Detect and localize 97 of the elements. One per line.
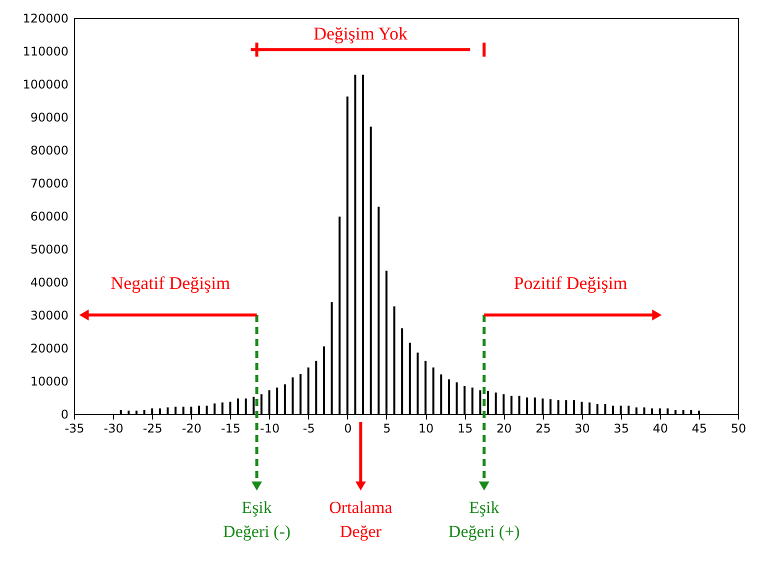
- bar: [252, 396, 255, 414]
- x-tick-label: -15: [220, 422, 241, 436]
- y-tick-label: 0: [60, 408, 68, 422]
- bar: [487, 390, 490, 414]
- bar: [315, 360, 318, 414]
- y-tick-label: 90000: [30, 110, 68, 124]
- bar: [550, 399, 552, 414]
- bar: [143, 410, 146, 414]
- y-tick-label: 100000: [22, 78, 68, 92]
- x-tick-label: 20: [496, 422, 512, 436]
- bar: [393, 306, 396, 414]
- x-tick-label: 15: [457, 422, 473, 436]
- bar: [237, 398, 240, 414]
- x-tick-label: -20: [182, 422, 202, 436]
- ref-line-label: Eşik Değeri (-): [223, 498, 291, 541]
- bar: [635, 407, 638, 414]
- bar: [534, 398, 536, 414]
- y-tick-label: 30000: [30, 308, 68, 322]
- x-tick-label: -35: [64, 422, 84, 436]
- bar: [557, 400, 560, 414]
- y-tick-label: 60000: [30, 210, 68, 224]
- bar: [206, 406, 208, 414]
- bar: [370, 126, 372, 414]
- x-tick-label: 50: [730, 422, 746, 436]
- bar: [471, 388, 474, 414]
- bar: [643, 407, 646, 414]
- bar: [284, 384, 286, 414]
- x-tick-label: -5: [302, 422, 315, 436]
- annotation: Değişim Yok: [313, 24, 408, 44]
- bar: [432, 367, 434, 414]
- bar: [120, 410, 122, 414]
- bar: [682, 410, 684, 414]
- bar: [416, 352, 419, 414]
- annotation: Pozitif Değişim: [514, 273, 628, 293]
- x-tick-label: 45: [692, 422, 708, 436]
- bar: [244, 398, 247, 414]
- y-tick-label: 70000: [30, 176, 68, 190]
- x-tick-label: -25: [142, 422, 162, 436]
- ref-line-label: Eşik Değeri (+): [448, 498, 520, 541]
- bar: [362, 74, 364, 414]
- x-tick-label: -30: [104, 422, 124, 436]
- y-tick-label: 50000: [30, 242, 68, 256]
- y-tick-label: 40000: [30, 276, 68, 290]
- bar: [565, 400, 568, 414]
- bar: [612, 406, 614, 414]
- bar: [401, 328, 404, 414]
- bar: [440, 374, 442, 414]
- bar: [378, 206, 380, 414]
- bar: [198, 406, 200, 414]
- y-tick-label: 10000: [30, 374, 68, 388]
- bar: [354, 74, 356, 414]
- x-tick-label: 10: [418, 422, 434, 436]
- bar: [158, 408, 161, 414]
- bar: [292, 377, 294, 414]
- bar: [510, 396, 512, 414]
- y-tick-label: 20000: [30, 342, 68, 356]
- bar: [260, 394, 262, 414]
- bar: [518, 396, 520, 414]
- x-tick-label: 35: [614, 422, 629, 436]
- x-tick-label: 30: [574, 422, 590, 436]
- bar: [588, 402, 591, 414]
- bar: [666, 408, 669, 414]
- bar: [674, 410, 677, 414]
- y-tick-label: 80000: [30, 144, 68, 158]
- bar: [330, 302, 333, 414]
- x-tick-label: -10: [260, 422, 280, 436]
- y-tick-label: 120000: [22, 12, 68, 26]
- ref-line-label: Ortalama Değer: [329, 498, 393, 541]
- bar: [128, 410, 130, 414]
- bar: [479, 390, 482, 414]
- bar: [322, 346, 325, 414]
- bar: [572, 400, 575, 414]
- bar: [628, 406, 630, 414]
- bar: [526, 398, 528, 414]
- bar: [182, 406, 184, 414]
- bar: [690, 410, 692, 414]
- bar: [166, 407, 169, 414]
- x-tick-label: 0: [344, 422, 352, 436]
- bar: [604, 404, 606, 414]
- bar: [214, 403, 216, 414]
- bar: [408, 342, 411, 414]
- bar: [494, 392, 497, 414]
- y-tick-label: 110000: [22, 44, 68, 58]
- bar: [338, 216, 341, 414]
- bar: [276, 388, 278, 414]
- bar: [300, 374, 302, 414]
- x-tick-label: 5: [383, 422, 391, 436]
- bar: [456, 382, 458, 414]
- bar: [174, 406, 177, 414]
- bar: [221, 402, 224, 414]
- bar: [596, 404, 598, 414]
- bar: [135, 410, 138, 414]
- x-tick-label: 25: [536, 422, 551, 436]
- x-tick-label: 40: [652, 422, 668, 436]
- annotation: Negatif Değişim: [110, 273, 230, 293]
- bar: [651, 408, 654, 414]
- bar: [448, 379, 450, 414]
